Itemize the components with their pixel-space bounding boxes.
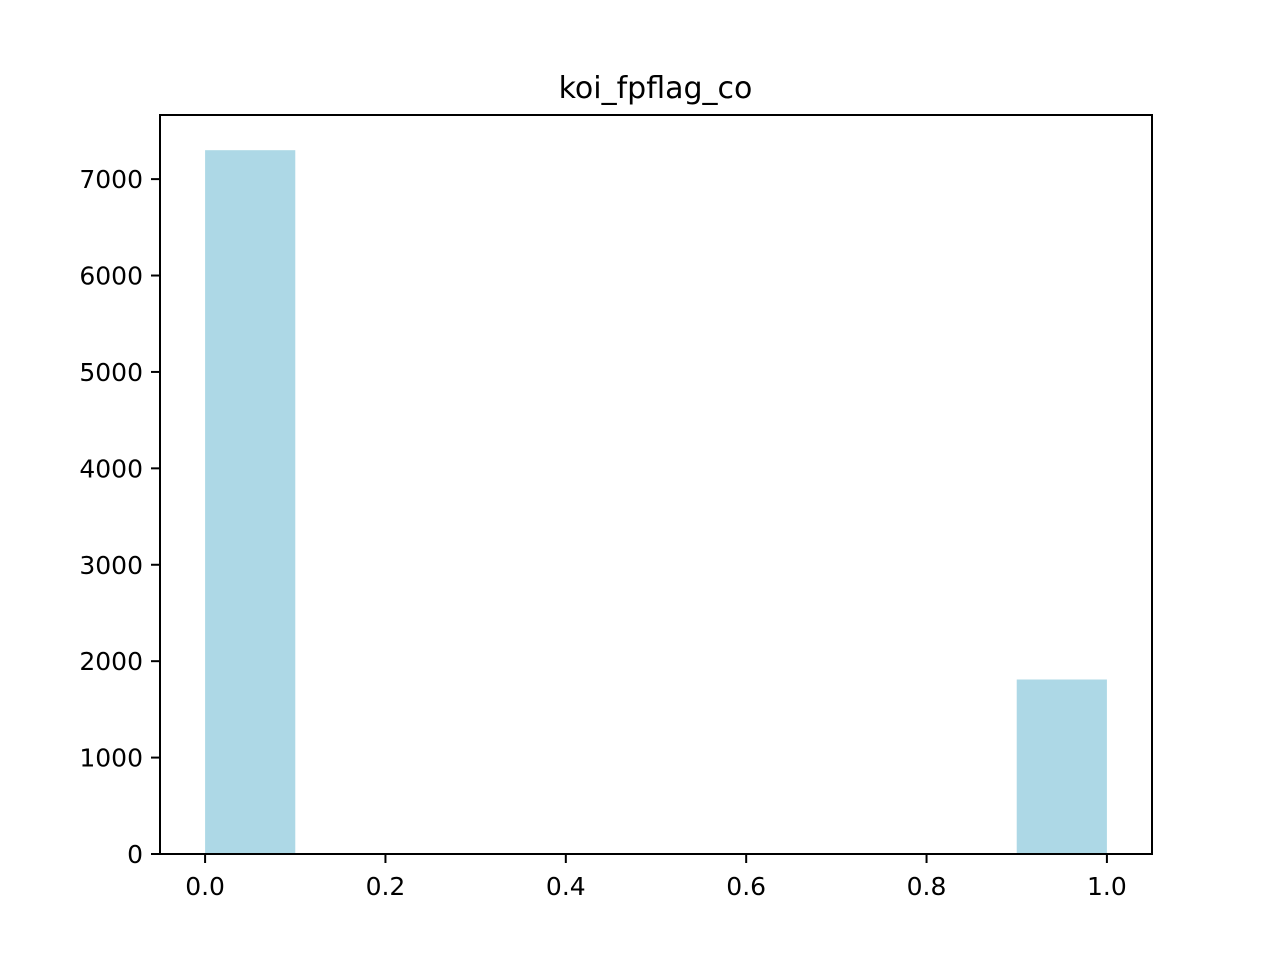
y-tick-label: 2000 [79,647,143,676]
y-tick-label: 5000 [79,358,143,387]
histogram-bar-0 [205,150,296,854]
bars-layer [205,150,1107,854]
y-tick-label: 1000 [79,744,143,773]
x-tick-label: 0.6 [726,872,766,901]
y-tick-label: 4000 [79,454,143,483]
y-tick-label: 3000 [79,551,143,580]
plot-frame [159,114,1153,855]
x-tick-label: 0.2 [366,872,406,901]
chart-title: koi_fpflag_co [559,71,753,106]
axes-layer: 0.0 0.2 0.4 0.6 0.8 1.0 0 1000 2000 3000 4000 5000 6… [79,114,1153,901]
x-tick-label: 1.0 [1087,872,1127,901]
y-tick-label: 6000 [79,262,143,291]
x-tick-label: 0.8 [907,872,947,901]
histogram-bar-9 [1016,679,1107,854]
y-tick-label: 7000 [79,165,143,194]
x-tick-label: 0.0 [185,872,225,901]
y-tick-label: 0 [127,840,143,869]
x-tick-label: 0.4 [546,872,586,901]
